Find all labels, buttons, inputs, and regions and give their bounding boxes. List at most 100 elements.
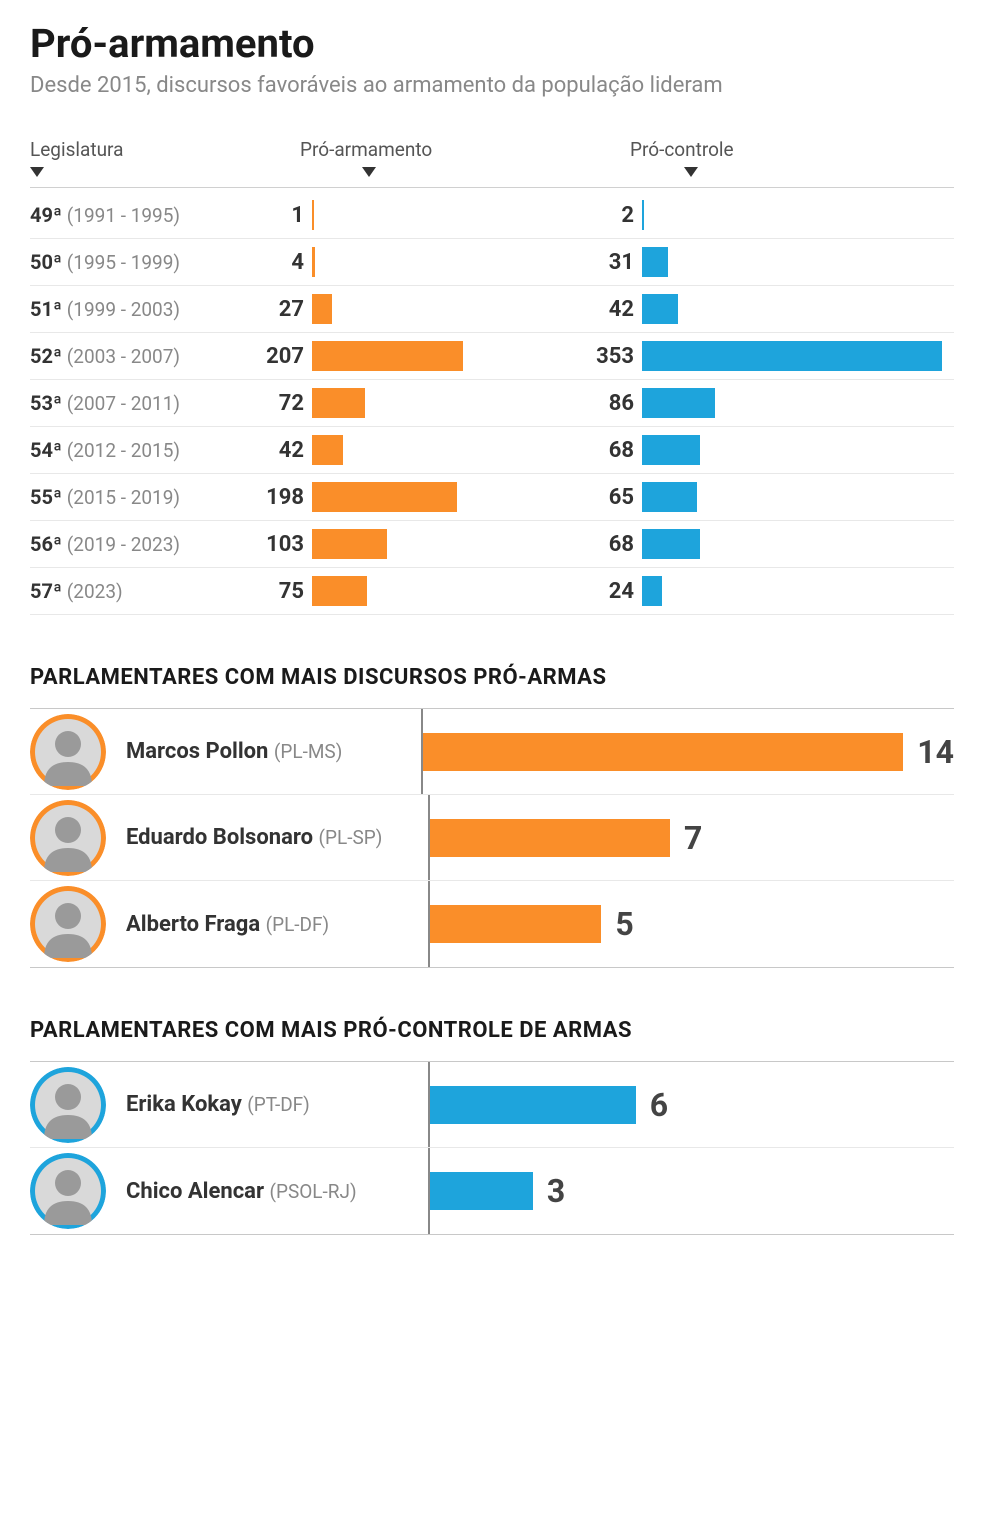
cell-bar-ctrl <box>642 333 954 379</box>
cell-bar-pro <box>312 521 570 567</box>
bar-pro-armamento <box>312 388 365 418</box>
avatar <box>30 886 106 962</box>
column-label: Pró-controle <box>630 138 734 161</box>
avatar <box>30 1153 106 1229</box>
ranking-section-title: PARLAMENTARES COM MAIS PRÓ-CONTROLE DE A… <box>30 1018 954 1043</box>
bar-pro-controle <box>642 200 644 230</box>
cell-value-pro: 75 <box>240 579 312 604</box>
cell-value-ctrl: 86 <box>570 391 642 416</box>
ranking-bar-wrap: 7 <box>430 795 954 880</box>
cell-value-ctrl: 68 <box>570 532 642 557</box>
ranking-name: Marcos Pollon (PL-MS) <box>126 739 421 764</box>
cell-bar-ctrl <box>642 380 954 426</box>
ranking-bar-wrap: 3 <box>430 1148 954 1234</box>
column-label: Legislatura <box>30 138 123 161</box>
cell-bar-pro <box>312 474 570 520</box>
cell-value-ctrl: 65 <box>570 485 642 510</box>
cell-bar-pro <box>312 192 570 238</box>
ranking-box: Marcos Pollon (PL-MS) 14 Eduardo Bolsonaro… <box>30 708 954 968</box>
table-row: 55ª (2015 - 2019)198 65 <box>30 474 954 521</box>
cell-value-pro: 72 <box>240 391 312 416</box>
ranking-value: 5 <box>615 905 633 943</box>
column-header-pro-armamento[interactable]: Pró-armamento <box>240 138 570 177</box>
bar-pro-armamento <box>312 435 343 465</box>
bar-pro-armamento <box>312 482 457 512</box>
cell-value-ctrl: 68 <box>570 438 642 463</box>
cell-legislatura: 50ª (1995 - 1999) <box>30 250 240 274</box>
cell-bar-ctrl <box>642 239 954 285</box>
table-row: 57ª (2023)7524 <box>30 568 954 615</box>
cell-legislatura: 55ª (2015 - 2019) <box>30 485 240 509</box>
ranking-row: Alberto Fraga (PL-DF) 5 <box>30 881 954 967</box>
cell-value-ctrl: 2 <box>570 203 642 228</box>
cell-bar-ctrl <box>642 474 954 520</box>
cell-bar-pro <box>312 286 570 332</box>
cell-value-pro: 1 <box>240 203 312 228</box>
cell-bar-ctrl <box>642 286 954 332</box>
ranking-row: Chico Alencar (PSOL-RJ)3 <box>30 1148 954 1234</box>
ranking-value: 14 <box>917 733 954 771</box>
bar-pro-controle <box>642 576 662 606</box>
table-row: 50ª (1995 - 1999)4 31 <box>30 239 954 286</box>
ranking-bar <box>430 905 601 943</box>
ranking-bar <box>430 1172 533 1210</box>
cell-bar-pro <box>312 568 570 614</box>
sort-desc-icon <box>362 167 376 177</box>
cell-bar-ctrl <box>642 427 954 473</box>
cell-value-pro: 4 <box>240 250 312 275</box>
bar-pro-controle <box>642 435 700 465</box>
ranking-name: Alberto Fraga (PL-DF) <box>126 912 428 937</box>
ranking-name: Erika Kokay (PT-DF) <box>126 1092 428 1117</box>
cell-legislatura: 56ª (2019 - 2023) <box>30 532 240 556</box>
column-header-legislatura[interactable]: Legislatura <box>30 138 240 177</box>
column-header-pro-controle[interactable]: Pró-controle <box>570 138 954 177</box>
avatar <box>30 714 106 790</box>
bar-pro-armamento <box>312 341 463 371</box>
ranking-bar <box>430 819 670 857</box>
cell-legislatura: 53ª (2007 - 2011) <box>30 391 240 415</box>
bar-pro-armamento <box>312 294 332 324</box>
bar-pro-armamento <box>312 529 387 559</box>
cell-value-ctrl: 353 <box>570 344 642 369</box>
cell-value-ctrl: 31 <box>570 250 642 275</box>
ranking-name: Eduardo Bolsonaro (PL-SP) <box>126 825 428 850</box>
cell-value-pro: 198 <box>240 485 312 510</box>
cell-legislatura: 52ª (2003 - 2007) <box>30 344 240 368</box>
page-subtitle: Desde 2015, discursos favoráveis ao arma… <box>30 73 954 98</box>
cell-bar-pro <box>312 333 570 379</box>
sort-desc-icon <box>684 167 698 177</box>
cell-bar-pro <box>312 427 570 473</box>
avatar <box>30 800 106 876</box>
cell-value-pro: 103 <box>240 532 312 557</box>
table-row: 56ª (2019 - 2023)103 68 <box>30 521 954 568</box>
ranking-bar-wrap: 14 <box>423 709 954 794</box>
cell-legislatura: 51ª (1999 - 2003) <box>30 297 240 321</box>
sort-desc-icon <box>30 167 44 177</box>
bar-pro-controle <box>642 529 700 559</box>
cell-value-ctrl: 42 <box>570 297 642 322</box>
bar-pro-controle <box>642 388 715 418</box>
bar-pro-controle <box>642 294 678 324</box>
table-row: 53ª (2007 - 2011)72 86 <box>30 380 954 427</box>
table-header: Legislatura Pró-armamento Pró-controle <box>30 138 954 188</box>
ranking-bar-wrap: 5 <box>430 881 954 967</box>
ranking-name: Chico Alencar (PSOL-RJ) <box>126 1179 428 1204</box>
bar-pro-controle <box>642 482 697 512</box>
table-row: 52ª (2003 - 2007)207 353 <box>30 333 954 380</box>
bar-pro-armamento <box>312 247 315 277</box>
cell-legislatura: 54ª (2012 - 2015) <box>30 438 240 462</box>
bar-pro-armamento <box>312 200 314 230</box>
ranking-value: 7 <box>684 819 702 857</box>
cell-bar-ctrl <box>642 521 954 567</box>
cell-value-ctrl: 24 <box>570 579 642 604</box>
table-row: 51ª (1999 - 2003)2742 <box>30 286 954 333</box>
ranking-value: 6 <box>650 1086 668 1124</box>
cell-value-pro: 207 <box>240 344 312 369</box>
ranking-row: Eduardo Bolsonaro (PL-SP) 7 <box>30 795 954 881</box>
column-label: Pró-armamento <box>300 138 432 161</box>
ranking-section-title: PARLAMENTARES COM MAIS DISCURSOS PRÓ-ARM… <box>30 665 954 690</box>
ranking-bar <box>423 733 903 771</box>
cell-value-pro: 42 <box>240 438 312 463</box>
table-row: 54ª (2012 - 2015)42 68 <box>30 427 954 474</box>
ranking-bar <box>430 1086 636 1124</box>
